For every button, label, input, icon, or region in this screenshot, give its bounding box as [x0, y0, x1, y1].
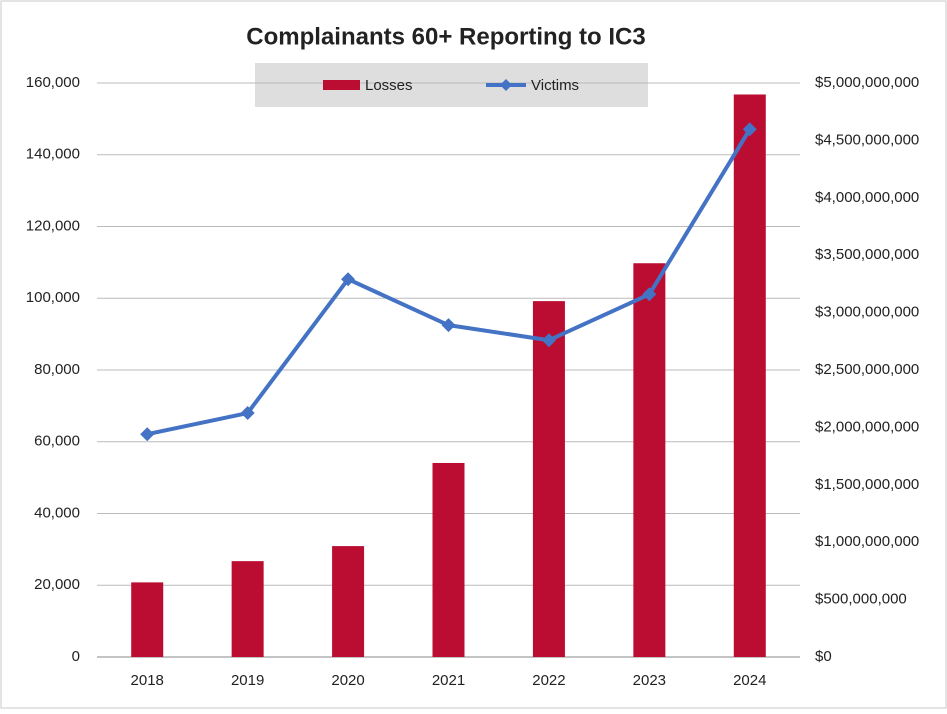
y-tick-label: 60,000 [34, 433, 80, 450]
x-tick-label: 2018 [131, 672, 164, 689]
y-tick-label: 100,000 [26, 289, 80, 306]
y2-tick-label: $5,000,000,000 [815, 74, 919, 91]
legend-marker [500, 79, 512, 91]
y-tick-label: 40,000 [34, 504, 80, 521]
y2-tick-label: $4,000,000,000 [815, 189, 919, 206]
y-tick-label: 140,000 [26, 146, 80, 163]
x-tick-label: 2020 [331, 672, 364, 689]
x-tick-label: 2021 [432, 672, 465, 689]
marker [341, 272, 356, 287]
x-tick-label: 2019 [231, 672, 264, 689]
bar [532, 301, 565, 657]
y-tick-label: 120,000 [26, 217, 80, 234]
y2-tick-label: $3,000,000,000 [815, 304, 919, 321]
legend-label: Victims [531, 77, 579, 94]
y2-tick-label: $2,500,000,000 [815, 361, 919, 378]
marker [541, 333, 556, 348]
marker [441, 318, 456, 333]
bar [131, 582, 164, 657]
bar [633, 263, 666, 657]
chart-title: Complainants 60+ Reporting to IC3 [246, 23, 645, 50]
x-tick-label: 2024 [733, 672, 766, 689]
y2-tick-label: $4,500,000,000 [815, 131, 919, 148]
y-tick-label: 80,000 [34, 361, 80, 378]
x-tick-label: 2023 [633, 672, 666, 689]
y2-tick-label: $0 [815, 648, 832, 665]
y2-tick-label: $1,000,000,000 [815, 533, 919, 550]
y2-tick-label: $2,000,000,000 [815, 418, 919, 435]
bar [733, 94, 766, 658]
bar [332, 546, 365, 657]
marker [642, 287, 657, 302]
y-tick-label: 0 [72, 648, 80, 665]
y2-tick-label: $3,500,000,000 [815, 246, 919, 263]
marker [742, 122, 757, 137]
x-tick-label: 2022 [532, 672, 565, 689]
y2-tick-label: $1,500,000,000 [815, 476, 919, 493]
y-tick-label: 20,000 [34, 576, 80, 593]
bar [432, 462, 465, 657]
legend-box [255, 63, 648, 107]
legend-swatch [323, 80, 360, 90]
marker [240, 406, 255, 421]
marker [140, 427, 155, 442]
y-tick-label: 160,000 [26, 74, 80, 91]
y2-tick-label: $500,000,000 [815, 591, 907, 608]
legend-label: Losses [365, 77, 413, 94]
bar [231, 561, 264, 657]
